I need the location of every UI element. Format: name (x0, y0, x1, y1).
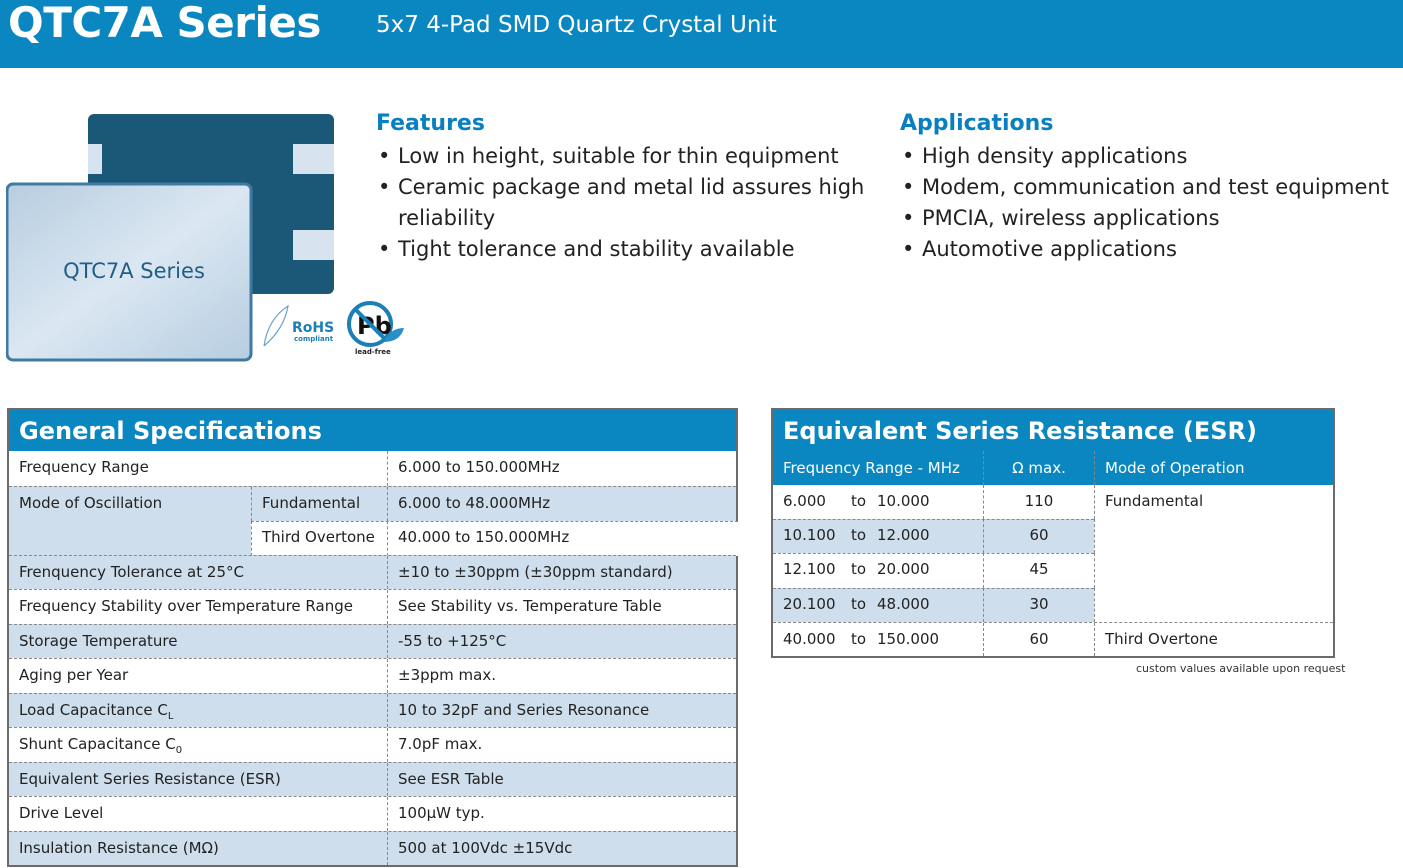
spec-label: Drive Level (19, 804, 104, 822)
application-item: Modem, communication and test equipment (900, 172, 1403, 203)
spec-label: Insulation Resistance (MΩ) (19, 838, 219, 857)
spec-value: 7.0pF max. (387, 728, 482, 762)
esr-to: to (851, 526, 867, 545)
esr-to: to (851, 594, 867, 613)
svg-text:lead-free: lead-free (355, 348, 391, 356)
features-list: Low in height, suitable for thin equipme… (376, 141, 866, 265)
page-title: QTC7A Series (8, 0, 321, 47)
esr-ohm: 45 (983, 553, 1094, 588)
rohs-logo: RoHS (292, 320, 334, 336)
esr-until: 20.000 (877, 560, 930, 579)
table-row: Aging per Year ±3ppm max. (9, 658, 736, 693)
table-row: Mode of Oscillation Fundamental 6.000 to… (9, 485, 738, 556)
esr-until: 150.000 (877, 629, 940, 648)
table-row: 6.000 to 10.000 110 Fundamental (773, 485, 1333, 520)
spec-value: ±3ppm max. (387, 659, 496, 693)
esr-mode: Fundamental (1094, 485, 1203, 520)
esr-ohm: 30 (983, 587, 1094, 622)
column-header: Mode of Operation (1094, 451, 1245, 485)
table-row: Drive Level 100µW typ. (9, 796, 736, 831)
esr-mode (1094, 553, 1105, 588)
esr-ohm: 110 (983, 485, 1094, 520)
table-row: 12.100 to 20.000 45 (773, 553, 1333, 588)
spec-value: 6.000 to 150.000MHz (387, 451, 560, 486)
spec-sublabel: Fundamental (251, 486, 360, 521)
column-header: Ω max. (983, 451, 1094, 485)
spec-value: See Stability vs. Temperature Table (387, 590, 662, 624)
table-row: 10.100 to 12.000 60 (773, 519, 1333, 554)
spec-label: Frenquency Tolerance at 25°C (19, 562, 244, 581)
spec-label: Frequency Range (19, 458, 149, 476)
table-row: Shunt Capacitance C0 7.0pF max. (9, 727, 736, 762)
column-header: Frequency Range - MHz (783, 459, 960, 477)
product-image: QTC7A Series RoHS compliant (6, 114, 334, 362)
spec-value: ±10 to ±30ppm (±30ppm standard) (387, 555, 673, 589)
esr-from: 40.000 (783, 629, 836, 648)
spec-label: Storage Temperature (19, 631, 178, 650)
lead-free-icon: Pb lead-free (347, 301, 404, 356)
table-row: 20.100 to 48.000 30 (773, 587, 1333, 622)
table-row: Insulation Resistance (MΩ) 500 at 100Vdc … (9, 830, 736, 865)
esr-from: 20.100 (783, 594, 836, 613)
spec-label: Mode of Oscillation (19, 493, 163, 512)
svg-text:compliant: compliant (294, 335, 334, 343)
esr-until: 48.000 (877, 594, 930, 613)
table-row: Frequency Stability over Temperature Ran… (9, 589, 736, 624)
feature-item: Ceramic package and metal lid assures hi… (376, 172, 866, 234)
esr-table: Equivalent Series Resistance (ESR) Frequ… (771, 408, 1335, 658)
table-row: 40.000 to 150.000 60 Third Overtone (773, 621, 1333, 656)
esr-to: to (851, 629, 867, 648)
esr-mode (1094, 587, 1105, 622)
esr-ohm: 60 (983, 519, 1094, 554)
product-label: QTC7A Series (63, 259, 205, 283)
esr-to: to (851, 492, 867, 510)
table-row: Storage Temperature -55 to +125°C (9, 623, 736, 658)
spec-value: 500 at 100Vdc ±15Vdc (387, 831, 572, 865)
esr-mode (1094, 519, 1105, 554)
spec-label: Shunt Capacitance C0 (19, 735, 183, 756)
feature-item: Tight tolerance and stability available (376, 234, 866, 265)
esr-mode: Third Overtone (1094, 622, 1218, 656)
esr-from: 10.100 (783, 526, 836, 545)
feature-item: Low in height, suitable for thin equipme… (376, 141, 866, 172)
header-bar: QTC7A Series 5x7 4-Pad SMD Quartz Crysta… (0, 0, 1403, 68)
spec-value: -55 to +125°C (387, 624, 506, 658)
page-subtitle: 5x7 4-Pad SMD Quartz Crystal Unit (376, 12, 777, 38)
table-row: Frequency Range 6.000 to 150.000MHz (9, 451, 736, 486)
table-row: Load Capacitance CL 10 to 32pF and Series… (9, 692, 736, 727)
leaf-icon (263, 304, 289, 347)
esr-note: custom values available upon request (1136, 662, 1346, 675)
spec-label: Frequency Stability over Temperature Ran… (19, 597, 353, 615)
table-row: Frenquency Tolerance at 25°C ±10 to ±30pp… (9, 554, 736, 589)
spec-label: Aging per Year (19, 666, 129, 684)
general-specs-table: General Specifications Frequency Range 6… (7, 408, 738, 867)
spec-value: See ESR Table (387, 762, 504, 796)
application-item: High density applications (900, 141, 1403, 172)
spec-value: 10 to 32pF and Series Resonance (387, 693, 649, 727)
esr-from: 6.000 (783, 492, 826, 510)
general-specs-title: General Specifications (9, 408, 736, 451)
features-heading: Features (376, 111, 485, 136)
esr-ohm: 60 (983, 622, 1094, 656)
spec-sublabel: Third Overtone (251, 521, 375, 556)
spec-value: 40.000 to 150.000MHz (387, 521, 569, 556)
esr-title: Equivalent Series Resistance (ESR) (773, 408, 1333, 451)
spec-label: Equivalent Series Resistance (ESR) (19, 769, 281, 788)
esr-to: to (851, 560, 867, 579)
application-item: PMCIA, wireless applications (900, 203, 1403, 234)
spec-label: Load Capacitance CL (19, 700, 174, 722)
esr-until: 12.000 (877, 526, 930, 545)
applications-heading: Applications (900, 111, 1054, 136)
application-item: Automotive applications (900, 234, 1403, 265)
spec-value: 6.000 to 48.000MHz (387, 486, 550, 521)
esr-from: 12.100 (783, 560, 836, 579)
esr-until: 10.000 (877, 492, 930, 510)
esr-column-headers: Frequency Range - MHz Ω max. Mode of Ope… (773, 451, 1333, 485)
applications-list: High density applications Modem, communi… (900, 141, 1403, 265)
spec-value: 100µW typ. (387, 797, 485, 831)
table-row: Equivalent Series Resistance (ESR) See ES… (9, 761, 736, 796)
